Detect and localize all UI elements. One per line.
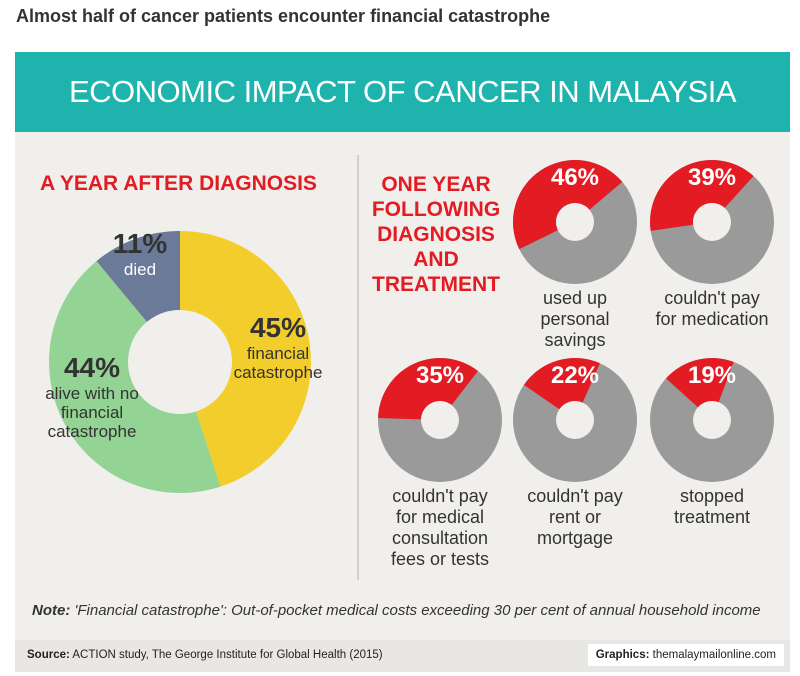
- note: Note: 'Financial catastrophe': Out-of-po…: [32, 602, 761, 619]
- slice-label: 45% financial catastrophe: [223, 312, 333, 382]
- credit: Graphics: themalaymailonline.com: [587, 644, 784, 666]
- headline: Almost half of cancer patients encounter…: [16, 6, 551, 26]
- category-label: used up personal savings: [540, 288, 610, 350]
- donut-hole: [556, 401, 594, 439]
- banner: ECONOMIC IMPACT OF CANCER IN MALAYSIA: [15, 52, 790, 132]
- donut-slice: [513, 160, 623, 250]
- source: Source: ACTION study, The George Institu…: [27, 649, 383, 661]
- donut-hole: [556, 203, 594, 241]
- value-label: 45%: [249, 312, 307, 343]
- category-label: couldn't pay for medical consultation fe…: [390, 486, 490, 569]
- donut-slice: [49, 261, 221, 493]
- value-label: 44%: [63, 352, 121, 383]
- value-label: 46%: [550, 164, 600, 191]
- category-label: financial catastrophe: [233, 344, 323, 382]
- note-text: 'Financial catastrophe': Out-of-pocket m…: [74, 602, 761, 619]
- donut-slice: [523, 357, 600, 410]
- slice-label: 11% died: [85, 228, 195, 279]
- slice-label: 44% alive with no financial catastrophe: [37, 352, 147, 441]
- value-label: 11%: [112, 228, 168, 259]
- category-label: couldn't pay rent or mortgage: [527, 486, 623, 548]
- donut-slice: [650, 160, 754, 231]
- value-label: 35%: [415, 362, 465, 389]
- category-label: died: [123, 260, 157, 279]
- infographic: [15, 52, 790, 672]
- category-label: alive with no financial catastrophe: [45, 384, 139, 441]
- donut-hole: [693, 401, 731, 439]
- credit-label: Graphics:: [595, 649, 650, 661]
- value-label: 19%: [687, 362, 737, 389]
- chart-title: ONE YEAR FOLLOWING DIAGNOSIS AND TREATME…: [371, 173, 501, 296]
- donut-slice: [96, 231, 180, 322]
- value-label: 22%: [550, 362, 600, 389]
- category-label: stopped treatment: [673, 486, 751, 527]
- note-label: Note:: [32, 602, 71, 619]
- credit-text: themalaymailonline.com: [652, 649, 776, 661]
- source-label: Source:: [27, 649, 70, 661]
- donut-hole: [693, 203, 731, 241]
- footer: Source: ACTION study, The George Institu…: [15, 640, 790, 672]
- source-text: ACTION study, The George Institute for G…: [72, 649, 383, 661]
- category-label: couldn't pay for medication: [655, 288, 769, 329]
- chart-title: A YEAR AFTER DIAGNOSIS: [40, 172, 317, 195]
- value-label: 39%: [687, 164, 737, 191]
- donut-slice: [378, 357, 479, 420]
- donut-slice: [666, 358, 734, 408]
- donut-slice: [180, 231, 311, 487]
- donut-hole: [421, 401, 459, 439]
